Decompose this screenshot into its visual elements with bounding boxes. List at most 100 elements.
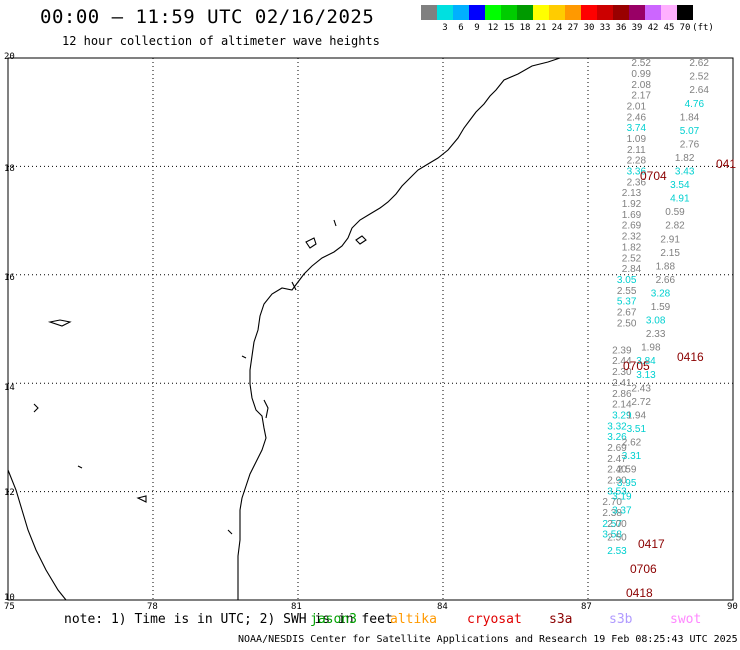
wave-height-value: 2.11 xyxy=(627,145,646,156)
wave-height-value: 1.82 xyxy=(622,242,642,253)
wave-height-value: 3.08 xyxy=(646,316,666,327)
small-island-3 xyxy=(136,495,147,503)
wave-height-value: 0.59 xyxy=(665,207,685,218)
legend-swatch xyxy=(677,5,693,20)
wave-height-value: 3.58 xyxy=(602,530,622,541)
legend-unit: (ft) xyxy=(692,23,714,33)
legend-label: 3 xyxy=(442,23,448,33)
lat-label-14: 14 xyxy=(4,383,15,393)
note-text: note: 1) Time is in UTC; 2) SWH is in fe… xyxy=(64,612,393,627)
small-island-6 xyxy=(227,529,233,535)
small-island-1 xyxy=(47,319,72,327)
lon-label-78: 78 xyxy=(147,602,158,612)
wave-height-value: 2.62 xyxy=(622,438,642,449)
legend-label: 24 xyxy=(551,23,563,33)
legend-label: 70 xyxy=(679,23,691,33)
wave-height-value: 2.17 xyxy=(631,91,651,102)
legend-label: 39 xyxy=(631,23,643,33)
legend-swatch xyxy=(469,5,485,20)
wave-height-value: 2.69 xyxy=(607,443,627,454)
legend-swatch xyxy=(421,5,437,20)
legend-swatch xyxy=(565,5,581,20)
legend-label: 30 xyxy=(583,23,595,33)
legend-label: 21 xyxy=(535,23,547,33)
sat-swot: swot xyxy=(670,612,702,627)
wave-height-value: 3.19 xyxy=(612,492,632,503)
track-label: 041 xyxy=(716,157,736,171)
track-label: 0704 xyxy=(640,169,667,183)
india-east-coast xyxy=(237,57,561,600)
wave-height-value: 2.33 xyxy=(646,329,666,340)
wave-height-value: 2.14 xyxy=(612,400,632,411)
wave-height-value: 3.74 xyxy=(627,123,647,134)
graticule xyxy=(7,57,734,601)
legend-swatch xyxy=(501,5,517,20)
wave-height-value: 3.51 xyxy=(627,424,647,435)
wave-height-value: 2.67 xyxy=(617,307,637,318)
wave-height-value: 2.39 xyxy=(612,345,632,356)
sat-s3a: s3a xyxy=(549,612,573,627)
legend-swatch xyxy=(549,5,565,20)
wave-height-value: 2.84 xyxy=(622,264,642,275)
wave-height-value: 3.54 xyxy=(670,180,690,191)
wave-height-value: 2.41 xyxy=(612,378,632,389)
wave-height-value: 2.72 xyxy=(631,397,651,408)
wave-height-value: 3.31 xyxy=(622,451,642,462)
legend-label: 45 xyxy=(663,23,675,33)
wave-height-value: 3.95 xyxy=(617,478,637,489)
wave-height-value: 3.05 xyxy=(617,275,637,286)
wave-height-value: 3.29 xyxy=(612,410,632,421)
small-island-2 xyxy=(33,403,39,413)
wave-height-value: 2.59 xyxy=(617,465,637,476)
lat-label-12: 12 xyxy=(4,488,15,498)
wave-height-value: 2.44 xyxy=(612,356,632,367)
wave-height-value: 2.38 xyxy=(602,508,622,519)
footer-credit: NOAA/NESDIS Center for Satellite Applica… xyxy=(238,634,738,645)
wave-height-value: 0.99 xyxy=(631,69,651,80)
lon-label-81: 81 xyxy=(291,602,302,612)
wave-height-value: 1.88 xyxy=(656,261,676,272)
wave-height-value: 2.30 xyxy=(612,367,632,378)
legend-swatch xyxy=(581,5,597,20)
sat-s3b: s3b xyxy=(609,612,633,627)
track-label: 0416 xyxy=(677,350,704,364)
legend-swatch xyxy=(645,5,661,20)
wave-height-value: 2.32 xyxy=(622,232,642,243)
wave-height-value: 2.47 xyxy=(607,454,627,465)
krishna-delta xyxy=(305,237,317,249)
wave-height-value: 2.91 xyxy=(660,234,680,245)
legend-swatch xyxy=(485,5,501,20)
wave-height-value: 3.43 xyxy=(675,167,695,178)
lon-label-84: 84 xyxy=(437,602,448,612)
lat-label-18: 18 xyxy=(4,164,15,174)
lat-label-16: 16 xyxy=(4,273,15,283)
wave-height-value: 2.53 xyxy=(607,546,627,557)
lat-label-20: 20 xyxy=(4,52,15,62)
legend-label: 12 xyxy=(487,23,499,33)
legend-label: 42 xyxy=(647,23,659,33)
small-island-5 xyxy=(241,355,247,359)
wave-height-value: 2.50 xyxy=(617,318,637,329)
lon-label-90: 90 xyxy=(727,602,738,612)
wave-height-value: 2.08 xyxy=(631,80,651,91)
wave-height-value: 4.76 xyxy=(685,99,705,110)
legend-swatch xyxy=(597,5,613,20)
track-label: 0705 xyxy=(623,359,650,373)
sat-altika: altika xyxy=(390,612,437,627)
legend-label: 36 xyxy=(615,23,627,33)
legend-swatch xyxy=(613,5,629,20)
wave-height-value: 2.50 xyxy=(607,532,627,543)
wave-height-value: 2.43 xyxy=(631,383,651,394)
wave-height-value: 3.37 xyxy=(612,505,632,516)
wave-height-value: 2.69 xyxy=(622,221,642,232)
wave-height-value: 2.66 xyxy=(656,275,676,286)
wave-height-value: 3.26 xyxy=(607,432,627,443)
wave-height-value: 1.82 xyxy=(675,153,695,164)
coastline xyxy=(7,57,561,601)
wave-height-value: 2.76 xyxy=(680,139,700,150)
wave-height-value: 2.13 xyxy=(622,188,642,199)
wave-height-value: 2.01 xyxy=(627,101,647,112)
sri-lanka-west xyxy=(7,469,67,601)
wave-height-value: 2.52 xyxy=(622,253,642,264)
